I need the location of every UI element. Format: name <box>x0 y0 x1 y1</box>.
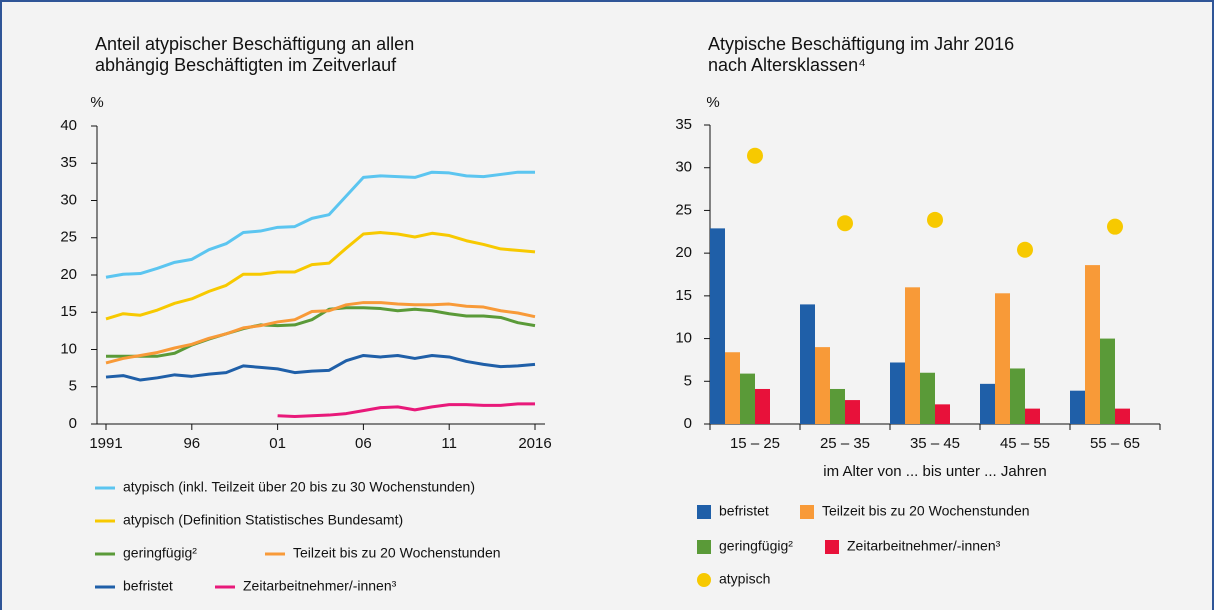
y-tick-label: 0 <box>684 415 692 432</box>
y-tick-label: 0 <box>69 415 77 432</box>
x-tick-label: 15 – 25 <box>730 435 780 452</box>
y-tick-label: 25 <box>675 201 692 218</box>
chart-title: nach Altersklassen⁴ <box>708 55 866 75</box>
bar <box>830 388 845 424</box>
bar <box>1070 390 1085 424</box>
x-axis-label: im Alter von ... bis unter ... Jahren <box>823 463 1046 480</box>
y-tick-label: 5 <box>684 372 692 389</box>
dot <box>837 215 853 232</box>
x-tick-label: 2016 <box>518 435 551 452</box>
bar <box>800 304 815 424</box>
x-tick-label: 96 <box>183 435 200 452</box>
y-tick-label: 15 <box>60 303 77 320</box>
y-tick-label: 40 <box>60 117 77 134</box>
legend-label: atypisch (inkl. Teilzeit über 20 bis zu … <box>123 479 475 495</box>
y-tick-label: 35 <box>60 154 77 171</box>
line <box>105 231 536 321</box>
x-tick-label: 1991 <box>89 435 122 452</box>
bar <box>1100 338 1115 424</box>
legend-label: Teilzeit bis zu 20 Wochenstunden <box>822 503 1030 519</box>
line <box>105 353 536 382</box>
chart-title: Anteil atypischer Beschäftigung an allen <box>95 34 414 54</box>
bar <box>905 287 920 424</box>
bar <box>755 388 770 424</box>
dot <box>1107 218 1123 235</box>
bar <box>1115 408 1130 424</box>
legend-swatch <box>697 573 711 587</box>
x-tick-label: 35 – 45 <box>910 435 960 452</box>
legend-swatch <box>825 540 839 554</box>
legend-swatch <box>800 505 814 519</box>
bar <box>1025 408 1040 424</box>
legend-label: befristet <box>123 578 173 594</box>
y-tick-label: 30 <box>675 159 692 176</box>
bar <box>995 293 1010 424</box>
legend-swatch <box>697 540 711 554</box>
legend-label: atypisch <box>719 571 770 587</box>
line <box>277 402 535 419</box>
bar <box>890 362 905 424</box>
line <box>105 301 536 365</box>
y-axis-label: % <box>90 94 103 111</box>
bar <box>980 383 995 424</box>
bar <box>725 352 740 424</box>
bar <box>1085 265 1100 424</box>
x-tick-label: 06 <box>355 435 372 452</box>
bar <box>710 228 725 424</box>
legend-label: Zeitarbeitnehmer/-innen³ <box>847 538 1001 554</box>
bar <box>935 404 950 424</box>
bar <box>845 400 860 424</box>
chart-title: Atypische Beschäftigung im Jahr 2016 <box>708 34 1014 54</box>
y-tick-label: 25 <box>60 229 77 246</box>
y-tick-label: 35 <box>675 116 692 133</box>
y-tick-label: 15 <box>675 287 692 304</box>
legend-label: geringfügig² <box>123 545 197 561</box>
y-tick-label: 5 <box>69 378 77 395</box>
bar <box>740 373 755 424</box>
dot <box>1017 241 1033 258</box>
line <box>105 170 535 279</box>
y-tick-label: 10 <box>675 330 692 347</box>
x-tick-label: 11 <box>441 435 457 452</box>
y-tick-label: 20 <box>675 244 692 261</box>
line <box>106 306 536 358</box>
bar <box>920 372 935 424</box>
y-axis-label: % <box>706 94 719 111</box>
legend-label: atypisch (Definition Statistisches Bunde… <box>123 512 403 528</box>
dot <box>927 211 943 228</box>
legend-label: Zeitarbeitnehmer/-innen³ <box>243 578 397 594</box>
x-tick-label: 55 – 65 <box>1090 435 1140 452</box>
y-tick-label: 30 <box>60 191 77 208</box>
x-tick-label: 25 – 35 <box>820 435 870 452</box>
legend-label: Teilzeit bis zu 20 Wochenstunden <box>293 545 501 561</box>
legend-label: befristet <box>719 503 769 519</box>
y-tick-label: 10 <box>60 340 77 357</box>
x-tick-label: 01 <box>269 435 286 452</box>
bar <box>815 347 830 424</box>
x-tick-label: 45 – 55 <box>1000 435 1050 452</box>
y-tick-label: 20 <box>60 266 77 283</box>
legend-swatch <box>697 505 711 519</box>
dot <box>747 147 763 164</box>
bar <box>1010 368 1025 424</box>
chart-title: abhängig Beschäftigten im Zeitverlauf <box>95 55 397 75</box>
legend-label: geringfügig² <box>719 538 793 554</box>
